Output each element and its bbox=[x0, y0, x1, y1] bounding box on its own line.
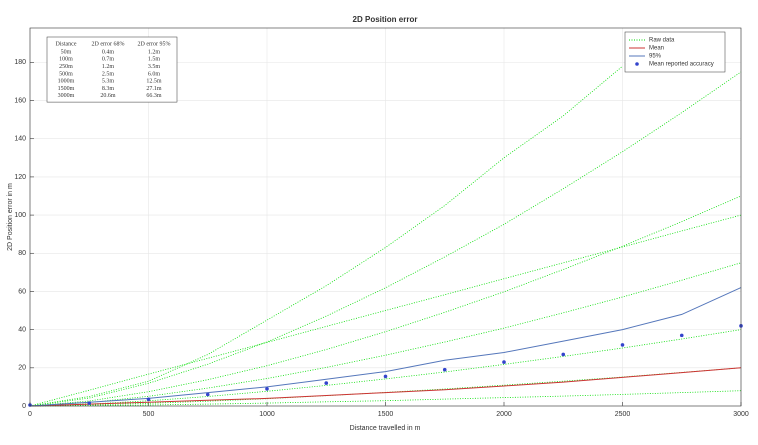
table-cell: 500m bbox=[59, 71, 73, 77]
y-tick-label: 180 bbox=[14, 59, 26, 66]
table-cell: 50m bbox=[61, 49, 72, 55]
marker bbox=[502, 360, 506, 364]
marker bbox=[146, 397, 151, 402]
series-line bbox=[29, 367, 742, 407]
table-cell: 12.5m bbox=[146, 79, 162, 85]
y-tick-label: 160 bbox=[14, 97, 26, 104]
x-tick-label: 1000 bbox=[259, 411, 275, 418]
marker bbox=[620, 343, 625, 347]
y-axis-label: 2D Position error in m bbox=[7, 183, 14, 251]
y-tick-label: 0 bbox=[22, 403, 26, 410]
table-cell: 1.2m bbox=[102, 64, 115, 70]
table-cell: 6.0m bbox=[148, 71, 161, 77]
table-header: 2D error 68% bbox=[92, 41, 125, 47]
marker bbox=[87, 401, 92, 405]
y-tick-label: 80 bbox=[18, 250, 26, 257]
raw-data-line bbox=[29, 329, 742, 407]
x-tick-label: 2500 bbox=[615, 411, 631, 418]
table-cell: 27.1m bbox=[146, 86, 162, 92]
legend-box bbox=[624, 31, 726, 73]
y-tick-label: 40 bbox=[18, 326, 26, 333]
table-cell: 3000m bbox=[58, 93, 75, 99]
table-cell: 1500m bbox=[58, 86, 75, 92]
marker bbox=[383, 374, 388, 379]
axes-frame bbox=[29, 27, 742, 407]
raw-data-line bbox=[29, 214, 742, 407]
y-tick-label: 140 bbox=[14, 136, 26, 143]
x-axis-label: Distance travelled in m bbox=[350, 425, 421, 432]
table-cell: 1000m bbox=[58, 79, 75, 85]
legend-label: 95% bbox=[649, 54, 662, 60]
table-cell: 8.3m bbox=[102, 86, 115, 92]
x-tick-label: 500 bbox=[143, 411, 155, 418]
table-cell: 1.2m bbox=[148, 49, 161, 55]
marker bbox=[205, 392, 210, 397]
y-tick-label: 120 bbox=[14, 174, 26, 181]
legend-label: Raw data bbox=[649, 38, 675, 44]
marker bbox=[679, 333, 684, 338]
table-header: 2D error 95% bbox=[138, 41, 171, 47]
legend-marker bbox=[635, 62, 639, 66]
y-tick-label: 60 bbox=[18, 288, 26, 295]
table-box bbox=[46, 36, 178, 103]
marker bbox=[324, 381, 329, 385]
table-cell: 66.3m bbox=[146, 93, 162, 99]
x-tick-label: 1500 bbox=[378, 411, 394, 418]
x-tick-label: 0 bbox=[28, 411, 32, 418]
x-tick-label: 2000 bbox=[496, 411, 512, 418]
y-tick-label: 100 bbox=[14, 212, 26, 219]
table-cell: 2.5m bbox=[102, 71, 115, 77]
table-cell: 5.3m bbox=[102, 79, 115, 85]
raw-data-line bbox=[29, 71, 742, 407]
table-cell: 0.4m bbox=[102, 49, 115, 55]
marker bbox=[265, 387, 269, 391]
table-cell: 3.5m bbox=[148, 64, 161, 70]
table-cell: 20.6m bbox=[100, 93, 116, 99]
marker bbox=[442, 367, 447, 372]
legend-label: Mean reported accuracy bbox=[649, 62, 714, 68]
table-header: Distance bbox=[56, 41, 77, 47]
raw-data-line bbox=[29, 390, 742, 407]
x-tick-label: 3000 bbox=[733, 411, 749, 418]
chart-title: 2D Position error bbox=[353, 15, 418, 24]
y-tick-label: 20 bbox=[18, 365, 26, 372]
table-cell: 250m bbox=[59, 64, 73, 70]
table-cell: 1.5m bbox=[148, 57, 161, 63]
raw-data-line bbox=[29, 65, 623, 407]
marker bbox=[561, 352, 566, 357]
table-cell: 100m bbox=[59, 57, 73, 63]
legend-label: Mean bbox=[649, 46, 664, 52]
table-cell: 0.7m bbox=[102, 57, 115, 63]
